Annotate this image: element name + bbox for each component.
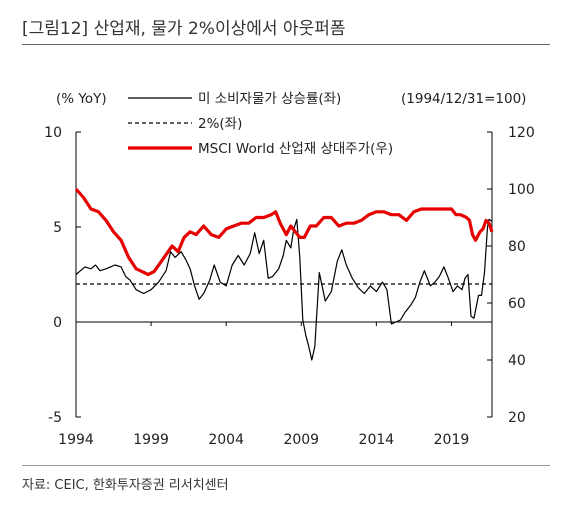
x-tick-label: 2004 (208, 432, 244, 448)
x-tick-label: 2014 (359, 432, 395, 448)
cpi-line (75, 218, 493, 361)
left-tick-label: 10 (44, 125, 62, 141)
base-date-label: (1994/12/31=100) (401, 91, 526, 107)
x-tick-label: 2019 (434, 432, 470, 448)
left-tick-label: 5 (53, 220, 62, 236)
left-tick-label: 0 (53, 315, 62, 331)
source-divider (22, 465, 550, 466)
right-tick-label: 120 (508, 125, 535, 141)
left-tick-label: -5 (48, 410, 62, 426)
right-tick-label: 80 (508, 239, 526, 255)
x-tick-label: 1994 (58, 432, 94, 448)
right-tick-label: 40 (508, 353, 526, 369)
right-tick-label: 100 (508, 182, 535, 198)
legend-label: 미 소비자물가 상승률(좌) (198, 91, 341, 107)
title-underline (22, 44, 550, 45)
x-tick-label: 1999 (133, 432, 169, 448)
industrials-relative-line (74, 187, 494, 277)
right-tick-label: 60 (508, 296, 526, 312)
legend-label: MSCI World 산업재 상대주가(우) (198, 141, 393, 157)
right-tick-label: 20 (508, 410, 526, 426)
legend-label: 2%(좌) (198, 116, 242, 132)
chart-title: [그림12] 산업재, 물가 2%이상에서 아웃퍼폼 (22, 19, 346, 39)
left-unit-label: (% YoY) (56, 91, 107, 107)
source-note: 자료: CEIC, 한화투자증권 리서치센터 (22, 478, 229, 493)
x-tick-label: 2009 (283, 432, 319, 448)
